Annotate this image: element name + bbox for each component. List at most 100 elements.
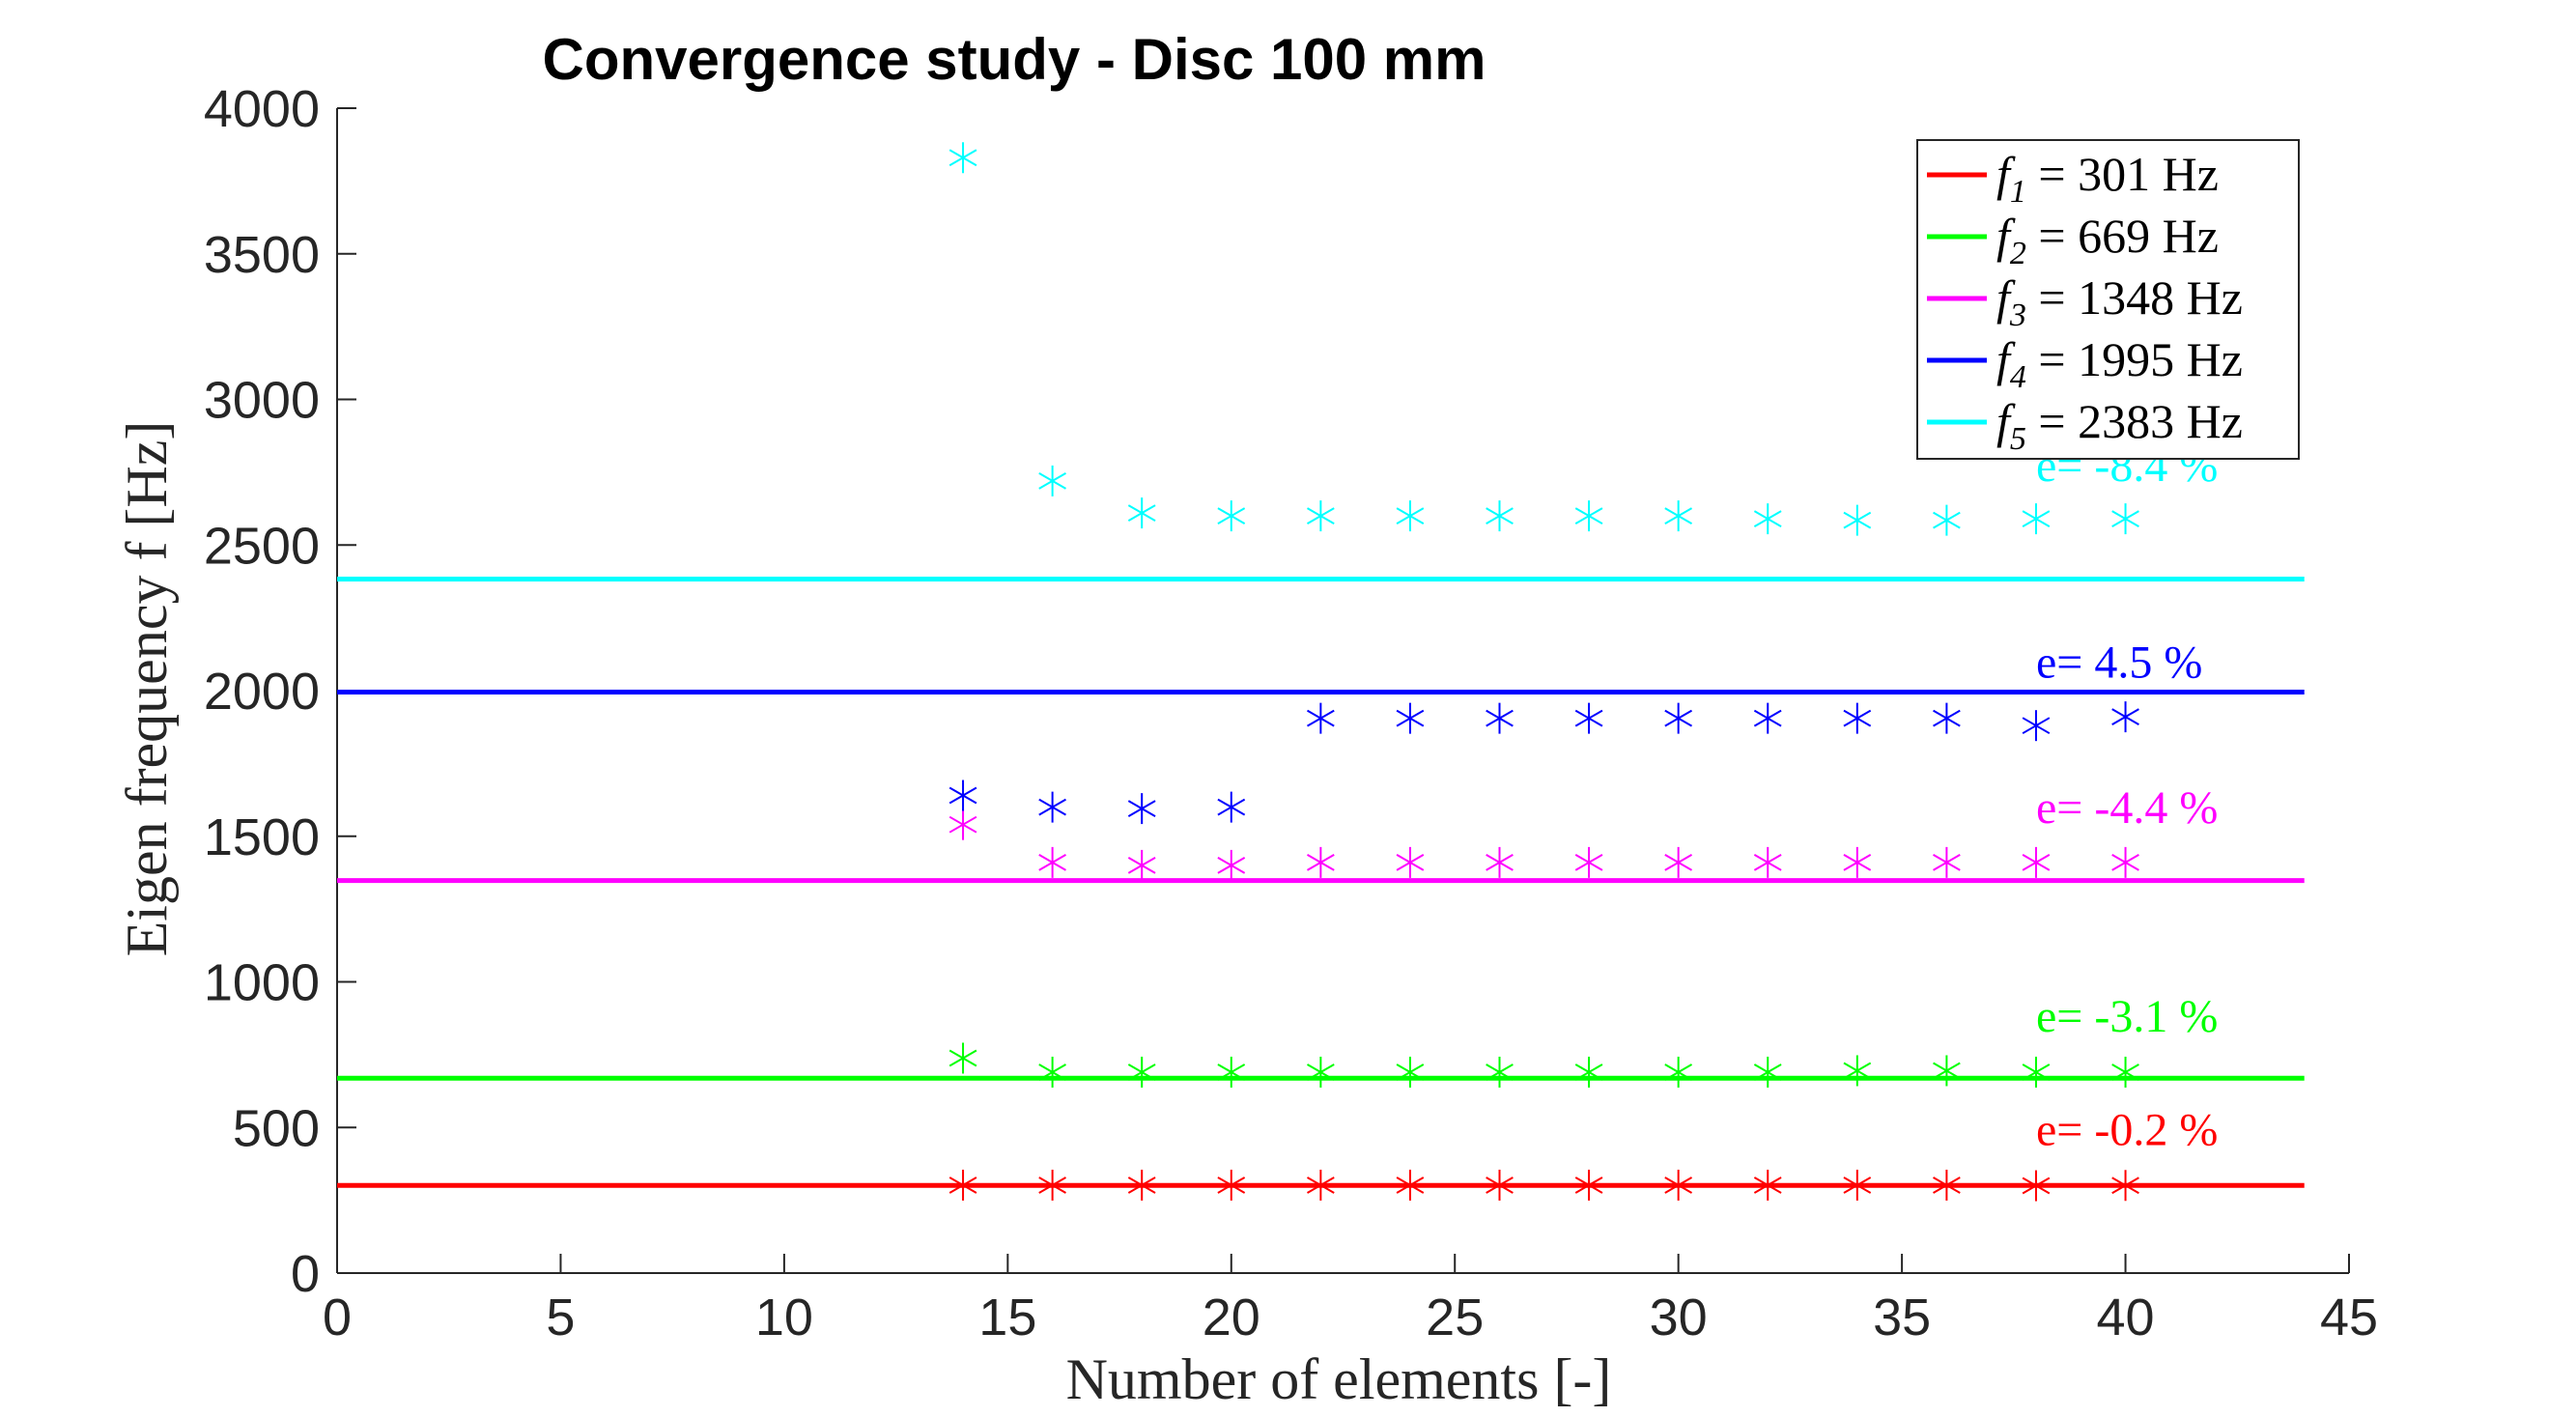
marker-stroke xyxy=(2022,1063,2051,1081)
data-point-series-4 xyxy=(948,779,977,811)
legend-value: = 1348 Hz xyxy=(2026,270,2243,325)
marker-stroke xyxy=(1843,709,1872,727)
marker-stroke xyxy=(1574,507,1603,524)
legend-subscript: 1 xyxy=(2010,174,2026,210)
data-point-series-3 xyxy=(1306,846,1335,878)
y-tick-label: 3000 xyxy=(204,372,320,430)
data-point-series-5 xyxy=(1843,504,1872,536)
marker-stroke xyxy=(2111,854,2139,871)
marker-stroke xyxy=(1574,1176,1603,1194)
data-point-series-2 xyxy=(2111,1056,2139,1088)
data-point-series-5 xyxy=(1486,500,1514,532)
marker-stroke xyxy=(1664,1063,1693,1081)
legend-subscript: 5 xyxy=(2010,421,2026,457)
marker-stroke xyxy=(1753,709,1782,727)
data-point-series-1 xyxy=(1664,1169,1693,1201)
x-tick-label: 20 xyxy=(1203,1289,1260,1346)
data-point-series-3 xyxy=(1933,846,1961,878)
data-point-series-1 xyxy=(2022,1170,2051,1202)
legend-entry-f3: f3 = 1348 Hz xyxy=(1996,270,2243,333)
data-point-series-2 xyxy=(1038,1056,1066,1088)
data-point-series-4 xyxy=(1664,702,1693,734)
data-point-series-3 xyxy=(2111,846,2139,878)
marker-stroke xyxy=(1038,798,1066,816)
marker-stroke xyxy=(1486,854,1514,871)
marker-stroke xyxy=(948,149,977,167)
marker-stroke xyxy=(948,815,977,834)
marker-stroke xyxy=(1396,709,1425,727)
marker-stroke xyxy=(1217,857,1246,874)
data-point-series-2 xyxy=(1574,1056,1603,1088)
marker-stroke xyxy=(2022,510,2051,527)
y-tick-label: 4000 xyxy=(204,80,320,138)
x-tick-label: 40 xyxy=(2097,1289,2155,1346)
data-point-series-1 xyxy=(1933,1169,1961,1201)
data-point-series-5 xyxy=(1127,497,1156,529)
data-point-series-1 xyxy=(1127,1169,1156,1201)
x-tick-label: 35 xyxy=(1873,1289,1931,1346)
data-point-series-3 xyxy=(1127,849,1156,881)
marker-stroke xyxy=(1933,511,1961,529)
data-point-series-1 xyxy=(1843,1169,1872,1201)
y-tick-label: 3500 xyxy=(204,226,320,284)
data-point-series-1 xyxy=(1038,1169,1066,1201)
plot-area: 0 5 10 15 20 25 30 35 40 450500100015002000250030… xyxy=(204,80,2378,1346)
marker-stroke xyxy=(1396,507,1425,524)
marker-stroke xyxy=(1574,1063,1603,1081)
x-tick-label: 0 xyxy=(323,1289,352,1346)
marker-stroke xyxy=(1753,510,1782,527)
legend-subscript: 4 xyxy=(2010,359,2026,395)
data-point-series-5 xyxy=(1933,504,1961,536)
data-point-series-3 xyxy=(1486,846,1514,878)
data-point-series-1 xyxy=(1753,1169,1782,1201)
marker-stroke xyxy=(1038,1176,1066,1194)
data-point-series-5 xyxy=(2111,503,2139,535)
data-point-series-5 xyxy=(1664,500,1693,532)
data-point-series-1 xyxy=(1396,1169,1425,1201)
x-tick-label: 25 xyxy=(1426,1289,1484,1346)
y-tick-label: 0 xyxy=(291,1245,320,1303)
marker-stroke xyxy=(2022,854,2051,871)
marker-stroke xyxy=(1127,504,1156,522)
data-point-series-1 xyxy=(1217,1169,1246,1201)
data-point-series-4 xyxy=(2111,701,2139,733)
marker-stroke xyxy=(1127,800,1156,817)
legend-subscript: 2 xyxy=(2010,236,2026,271)
legend-entry-f5: f5 = 2383 Hz xyxy=(1996,394,2243,457)
error-annotation: e= -4.4 % xyxy=(2036,782,2218,834)
marker-stroke xyxy=(1038,472,1066,490)
legend-entry-f2: f2 = 669 Hz xyxy=(1996,209,2219,271)
marker-stroke xyxy=(2022,717,2051,735)
data-point-series-4 xyxy=(1933,702,1961,734)
data-point-series-5 xyxy=(1217,500,1246,532)
data-point-series-2 xyxy=(1396,1056,1425,1088)
data-point-series-3 xyxy=(1843,846,1872,878)
marker-stroke xyxy=(1486,709,1514,727)
data-point-series-3 xyxy=(2022,846,2051,878)
data-point-series-4 xyxy=(1486,702,1514,734)
marker-stroke xyxy=(1664,709,1693,727)
marker-stroke xyxy=(1843,854,1872,871)
data-point-series-5 xyxy=(1574,500,1603,532)
data-point-series-2 xyxy=(948,1042,977,1074)
legend-value: = 1995 Hz xyxy=(2026,332,2243,386)
data-point-series-5 xyxy=(1753,503,1782,535)
data-point-series-3 xyxy=(1396,846,1425,878)
marker-stroke xyxy=(1127,1063,1156,1081)
data-point-series-5 xyxy=(948,142,977,174)
data-point-series-3 xyxy=(948,808,977,840)
x-tick-label: 10 xyxy=(755,1289,813,1346)
data-point-series-5 xyxy=(2022,503,2051,535)
y-tick-label: 1500 xyxy=(204,808,320,866)
data-point-series-1 xyxy=(1306,1169,1335,1201)
marker-stroke xyxy=(2111,1063,2139,1081)
data-point-series-3 xyxy=(1574,846,1603,878)
marker-stroke xyxy=(1753,1063,1782,1081)
marker-stroke xyxy=(1217,798,1246,816)
data-point-series-2 xyxy=(1127,1056,1156,1088)
data-point-series-1 xyxy=(948,1169,977,1201)
x-axis-label: Number of elements [-] xyxy=(1066,1347,1612,1411)
marker-stroke xyxy=(1306,854,1335,871)
marker-stroke xyxy=(1038,1063,1066,1081)
